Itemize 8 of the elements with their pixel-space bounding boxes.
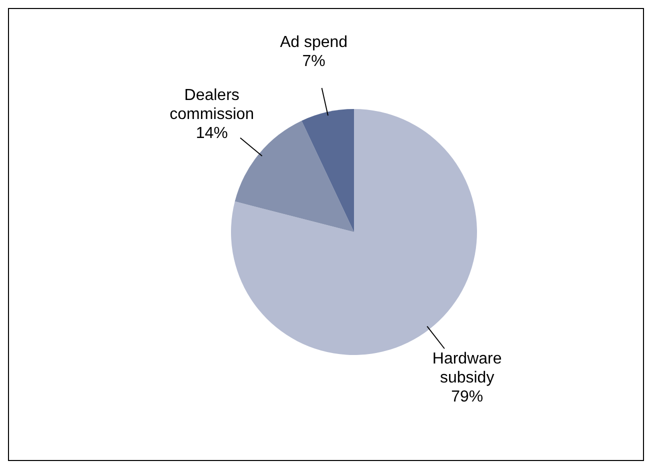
pie-slice — [302, 109, 354, 232]
slice-label: Ad spend — [280, 34, 348, 51]
data-label: 79% — [451, 388, 484, 406]
data-label: 14% — [196, 124, 228, 142]
slice-label: Dealers commission — [170, 86, 254, 123]
pie-slice — [234, 120, 354, 232]
data-label: 7% — [302, 52, 326, 70]
slice-label: Hardware subsidy — [432, 350, 502, 386]
